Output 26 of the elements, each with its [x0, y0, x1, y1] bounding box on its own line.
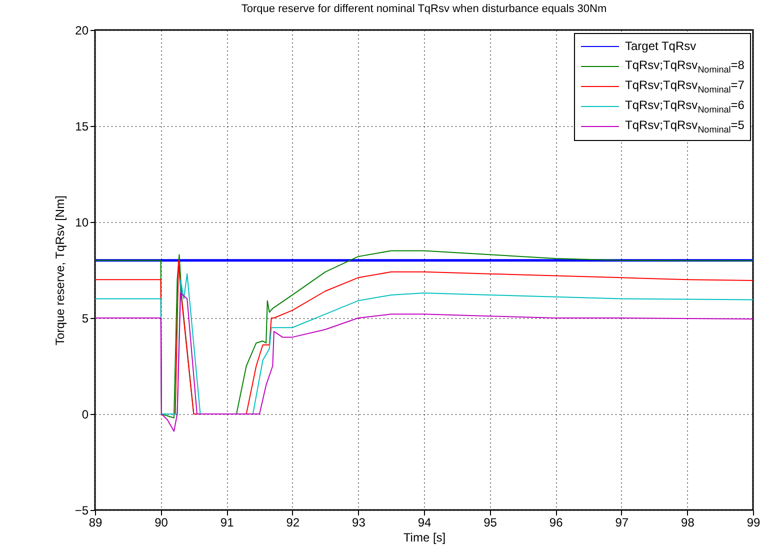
legend-label: TqRsv;TqRsv$_{Nominal}$=7 — [625, 78, 744, 94]
y-tick-label: 15 — [75, 120, 89, 134]
x-tick-label: 89 — [88, 516, 102, 530]
x-tick-label: 92 — [286, 516, 300, 530]
legend-label: Target TqRsv — [625, 39, 696, 53]
x-tick-label: 99 — [746, 516, 760, 530]
x-tick-label: 96 — [549, 516, 564, 530]
y-axis-title: Torque reserve, TqRsv [Nm] — [52, 196, 67, 346]
x-tick-label: 94 — [418, 516, 432, 530]
x-tick-label: 93 — [352, 516, 366, 530]
y-tick-label: 10 — [75, 216, 89, 230]
x-axis-title: Time [s] — [403, 530, 446, 544]
x-tick-label: 97 — [615, 516, 629, 530]
x-tick-label: 91 — [220, 516, 234, 530]
y-tick-label: −5 — [74, 504, 89, 518]
x-tick-label: 95 — [484, 516, 498, 530]
x-tick-label: 98 — [681, 516, 695, 530]
line-series — [95, 292, 753, 432]
chart-title: Torque reserve for different nominal TqRsv when disturbance equals 30Nm — [241, 3, 607, 15]
y-tick-label: 20 — [75, 24, 89, 38]
y-tick-label: 5 — [82, 312, 89, 326]
legend-label: TqRsv;TqRsv$_{Nominal}$=6 — [625, 98, 744, 114]
legend-label: TqRsv;TqRsv$_{Nominal}$=8 — [625, 58, 744, 74]
y-tick-label: 0 — [82, 408, 89, 422]
legend-label: TqRsv;TqRsv$_{Nominal}$=5 — [625, 118, 744, 134]
x-tick-label: 90 — [154, 516, 168, 530]
